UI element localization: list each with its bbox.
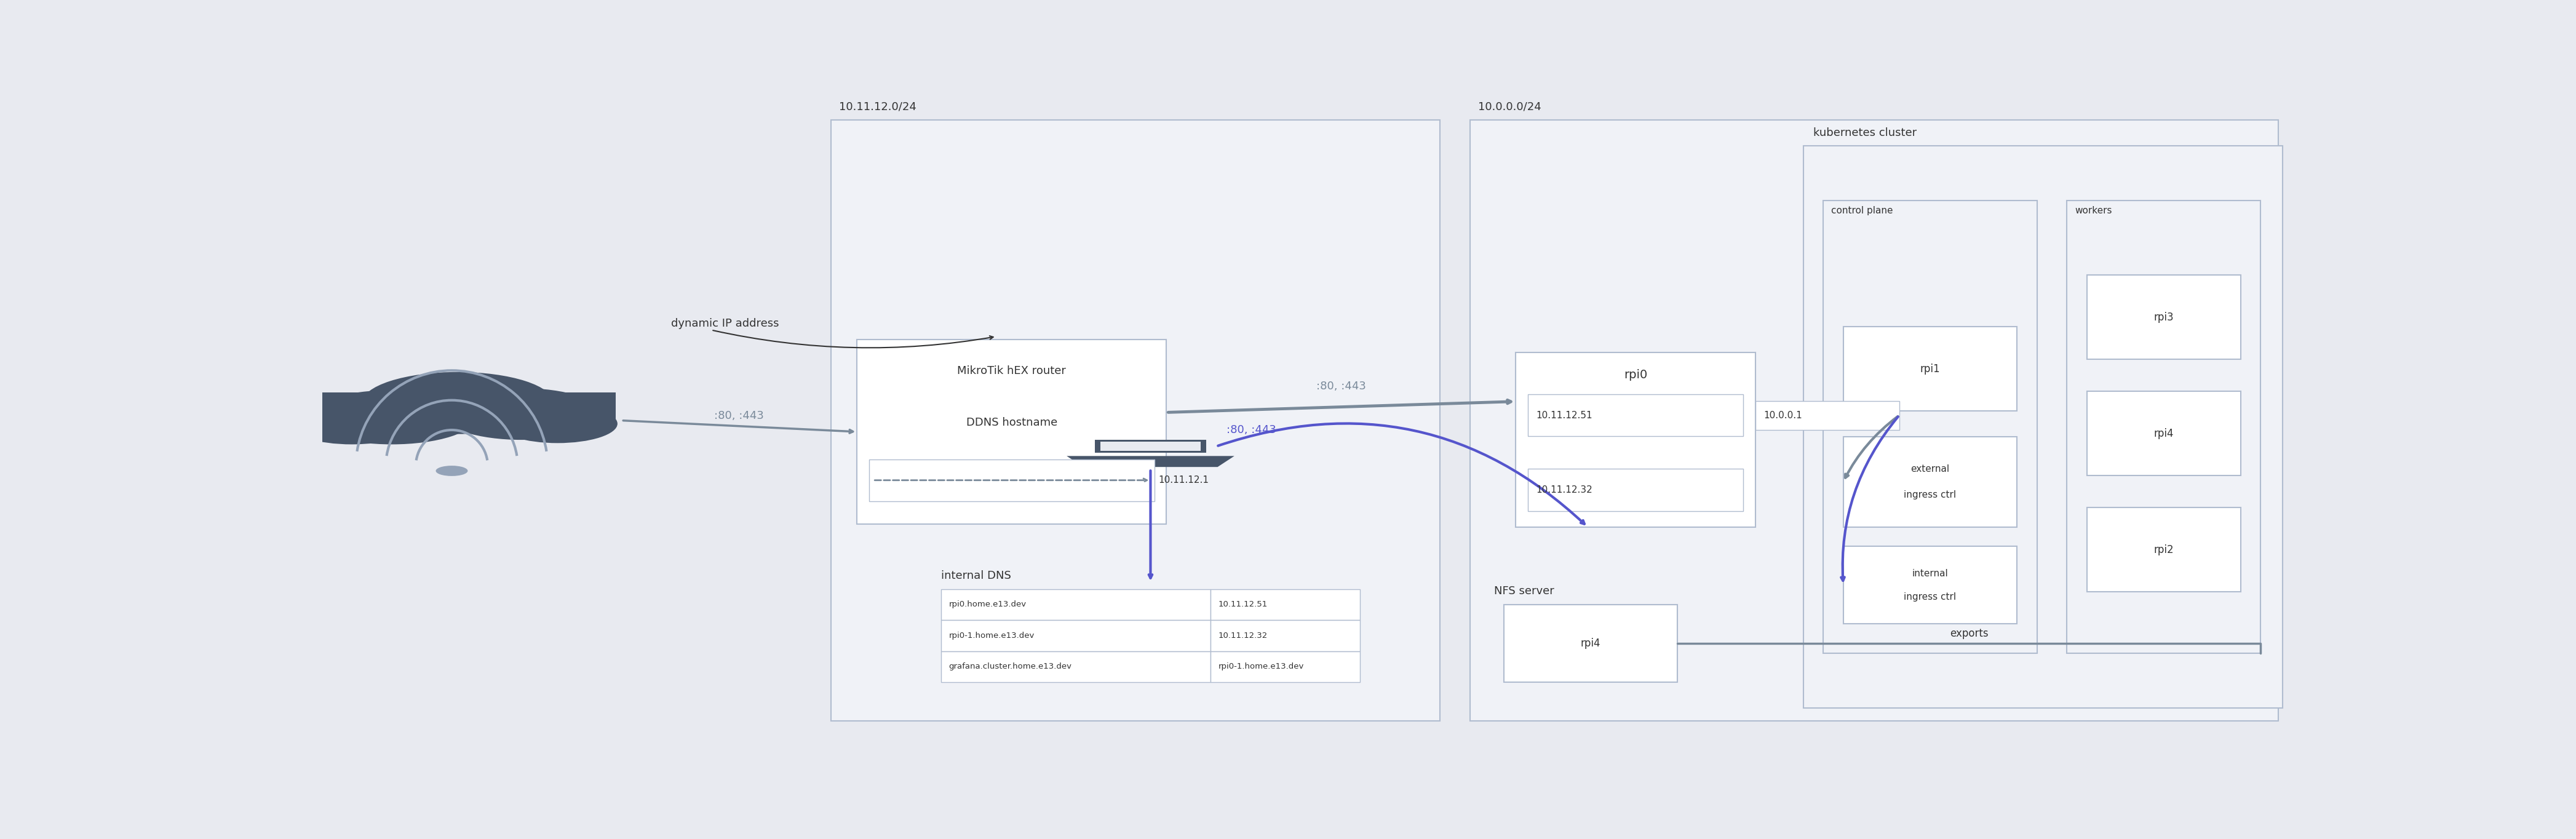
Text: ingress ctrl: ingress ctrl	[1904, 490, 1955, 499]
Polygon shape	[1100, 442, 1200, 451]
Bar	[1528, 469, 1744, 511]
Bar	[832, 120, 1440, 721]
Text: 10.0.0.1: 10.0.0.1	[1765, 411, 1803, 420]
Text: 10.11.12.51: 10.11.12.51	[1218, 601, 1267, 608]
Text: 10.11.12.32: 10.11.12.32	[1218, 632, 1267, 639]
Text: rpi0-1.home.e13.dev: rpi0-1.home.e13.dev	[1218, 663, 1303, 670]
Text: 10.11.12.0/24: 10.11.12.0/24	[840, 102, 917, 112]
Circle shape	[497, 404, 618, 443]
Text: 10.11.12.1: 10.11.12.1	[1159, 476, 1208, 485]
Bar	[1528, 394, 1744, 436]
Bar	[1504, 605, 1677, 682]
Bar	[1803, 146, 2282, 708]
Text: :80, :443: :80, :443	[1226, 425, 1275, 435]
Text: DDNS hostname: DDNS hostname	[966, 417, 1056, 428]
Bar	[1844, 327, 2017, 411]
Text: rpi0.home.e13.dev: rpi0.home.e13.dev	[948, 601, 1025, 608]
Circle shape	[309, 390, 477, 445]
Circle shape	[435, 466, 469, 476]
Bar	[940, 589, 1211, 620]
Text: rpi4: rpi4	[2154, 428, 2174, 439]
Text: exports: exports	[1950, 628, 1989, 639]
Text: :80, :443: :80, :443	[714, 410, 765, 421]
Polygon shape	[289, 393, 616, 422]
Bar	[1211, 651, 1360, 682]
Text: ingress ctrl: ingress ctrl	[1904, 592, 1955, 602]
Polygon shape	[1066, 456, 1234, 467]
Text: rpi4: rpi4	[1582, 638, 1600, 649]
Text: rpi0: rpi0	[1623, 369, 1649, 380]
Text: rpi3: rpi3	[2154, 311, 2174, 323]
Text: external: external	[1911, 464, 1950, 473]
Circle shape	[443, 388, 603, 440]
Circle shape	[289, 403, 415, 445]
Bar	[868, 459, 1154, 501]
Text: rpi0-1.home.e13.dev: rpi0-1.home.e13.dev	[948, 632, 1036, 639]
Bar	[2066, 201, 2262, 653]
Bar	[2087, 508, 2241, 591]
Text: internal DNS: internal DNS	[940, 571, 1010, 581]
Polygon shape	[1095, 440, 1206, 453]
Text: MikroTik hEX router: MikroTik hEX router	[958, 366, 1066, 377]
Text: 10.11.12.51: 10.11.12.51	[1535, 411, 1592, 420]
Bar	[1824, 201, 2038, 653]
Text: dynamic IP address: dynamic IP address	[672, 318, 781, 329]
Text: NFS server: NFS server	[1494, 586, 1553, 597]
Bar	[1515, 352, 1754, 527]
Bar	[858, 340, 1167, 524]
Bar	[1844, 436, 2017, 527]
Bar	[1754, 401, 1899, 430]
Circle shape	[361, 372, 554, 434]
Text: internal: internal	[1911, 569, 1947, 578]
Bar	[940, 620, 1211, 651]
Bar	[1844, 546, 2017, 624]
Text: :80, :443: :80, :443	[1316, 381, 1365, 392]
Bar	[940, 651, 1211, 682]
Text: rpi2: rpi2	[2154, 545, 2174, 555]
Text: 10.0.0.0/24: 10.0.0.0/24	[1479, 102, 1540, 112]
Bar	[1211, 589, 1360, 620]
Text: 10.11.12.32: 10.11.12.32	[1535, 485, 1592, 494]
Text: grafana.cluster.home.e13.dev: grafana.cluster.home.e13.dev	[948, 663, 1072, 670]
Text: kubernetes cluster: kubernetes cluster	[1814, 127, 1917, 138]
Bar	[1471, 120, 2277, 721]
Bar	[1211, 620, 1360, 651]
Text: control plane: control plane	[1832, 206, 1893, 216]
Text: rpi1: rpi1	[1919, 363, 1940, 374]
Bar	[2087, 275, 2241, 359]
Text: workers: workers	[2074, 206, 2112, 216]
Bar	[2087, 391, 2241, 476]
